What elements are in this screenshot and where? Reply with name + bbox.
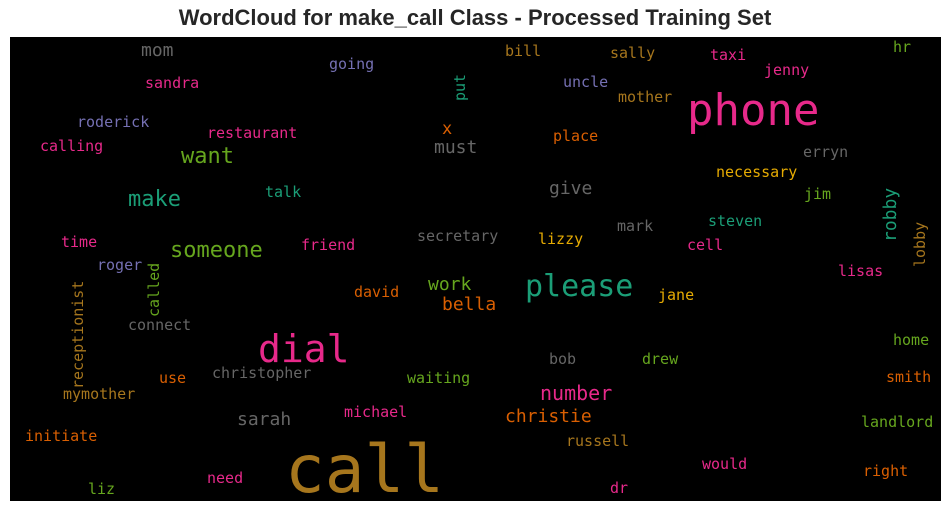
word-lizzy: lizzy: [538, 230, 583, 248]
word-jim: jim: [804, 185, 831, 203]
word-mom: mom: [141, 40, 174, 61]
word-place: place: [553, 127, 598, 145]
word-make: make: [128, 187, 181, 212]
word-bella: bella: [442, 294, 496, 315]
word-receptionist: receptionist: [69, 281, 87, 389]
word-waiting: waiting: [407, 369, 470, 387]
word-right: right: [863, 462, 908, 480]
word-steven: steven: [708, 212, 762, 230]
word-michael: michael: [344, 403, 407, 421]
word-call: call: [285, 431, 444, 501]
word-sally: sally: [610, 44, 655, 62]
word-going: going: [329, 55, 374, 73]
word-called: called: [145, 263, 163, 317]
word-x: x: [442, 119, 452, 139]
word-use: use: [159, 369, 186, 387]
word-bill: bill: [505, 42, 541, 60]
word-would: would: [702, 455, 747, 473]
word-put: put: [451, 74, 469, 101]
word-roger: roger: [97, 256, 142, 274]
word-roderick: roderick: [77, 113, 149, 131]
word-lisas: lisas: [838, 262, 883, 280]
word-uncle: uncle: [563, 73, 608, 91]
word-need: need: [207, 469, 243, 487]
word-david: david: [354, 283, 399, 301]
word-dr: dr: [610, 479, 628, 497]
word-calling: calling: [40, 137, 103, 155]
chart-title: WordCloud for make_call Class - Processe…: [178, 5, 772, 30]
word-sandra: sandra: [145, 74, 199, 92]
word-smith: smith: [886, 368, 931, 386]
word-sarah: sarah: [237, 409, 291, 430]
word-work: work: [428, 274, 472, 295]
word-connect: connect: [128, 316, 191, 334]
word-bob: bob: [549, 350, 576, 368]
word-please: please: [525, 269, 633, 304]
word-christie: christie: [505, 406, 592, 427]
word-dial: dial: [258, 327, 350, 371]
word-taxi: taxi: [710, 46, 746, 64]
word-secretary: secretary: [417, 227, 498, 245]
word-time: time: [61, 233, 97, 251]
word-must: must: [434, 137, 477, 158]
word-number: number: [540, 381, 612, 405]
word-christopher: christopher: [212, 364, 311, 382]
word-lobby: lobby: [911, 222, 929, 267]
word-russell: russell: [566, 432, 629, 450]
word-talk: talk: [265, 183, 301, 201]
word-mother: mother: [618, 88, 672, 106]
word-give: give: [549, 178, 592, 199]
word-phone: phone: [687, 85, 819, 136]
word-want: want: [181, 144, 234, 169]
word-liz: liz: [88, 480, 115, 498]
wordcloud-canvas: call phone dial please someone want make number…: [10, 37, 941, 501]
word-drew: drew: [642, 350, 679, 368]
word-necessary: necessary: [716, 163, 797, 181]
word-home: home: [893, 331, 929, 349]
word-erryn: erryn: [803, 143, 848, 161]
word-hr: hr: [893, 38, 911, 56]
word-friend: friend: [301, 236, 355, 254]
word-jane: jane: [658, 286, 694, 304]
word-initiate: initiate: [25, 427, 97, 445]
word-mark: mark: [617, 217, 653, 235]
word-someone: someone: [170, 238, 263, 263]
word-cell: cell: [687, 236, 723, 254]
word-mymother: mymother: [63, 385, 135, 403]
word-jenny: jenny: [764, 61, 809, 79]
word-landlord: landlord: [861, 413, 933, 431]
word-restaurant: restaurant: [207, 124, 297, 142]
word-robby: robby: [880, 188, 901, 242]
